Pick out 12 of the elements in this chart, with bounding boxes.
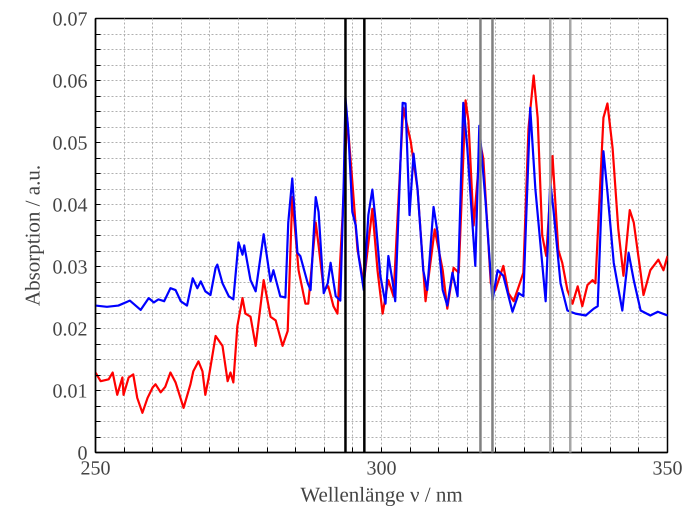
- y-tick-label: 0.05: [52, 132, 88, 154]
- x-axis-title: Wellenlänge ν / nm: [300, 482, 463, 506]
- x-tick-label: 350: [652, 458, 682, 480]
- x-tick-label: 300: [366, 458, 396, 480]
- y-tick-label: 0.01: [52, 380, 88, 402]
- y-tick-label: 0.06: [52, 70, 88, 92]
- y-tick-label: 0.03: [52, 256, 88, 278]
- y-tick-label: 0.04: [52, 194, 88, 216]
- y-tick-label: 0.02: [52, 318, 88, 340]
- y-tick-label: 0.07: [52, 8, 88, 30]
- y-axis-title: Absorption / a.u.: [20, 164, 44, 306]
- line-series: [96, 74, 668, 414]
